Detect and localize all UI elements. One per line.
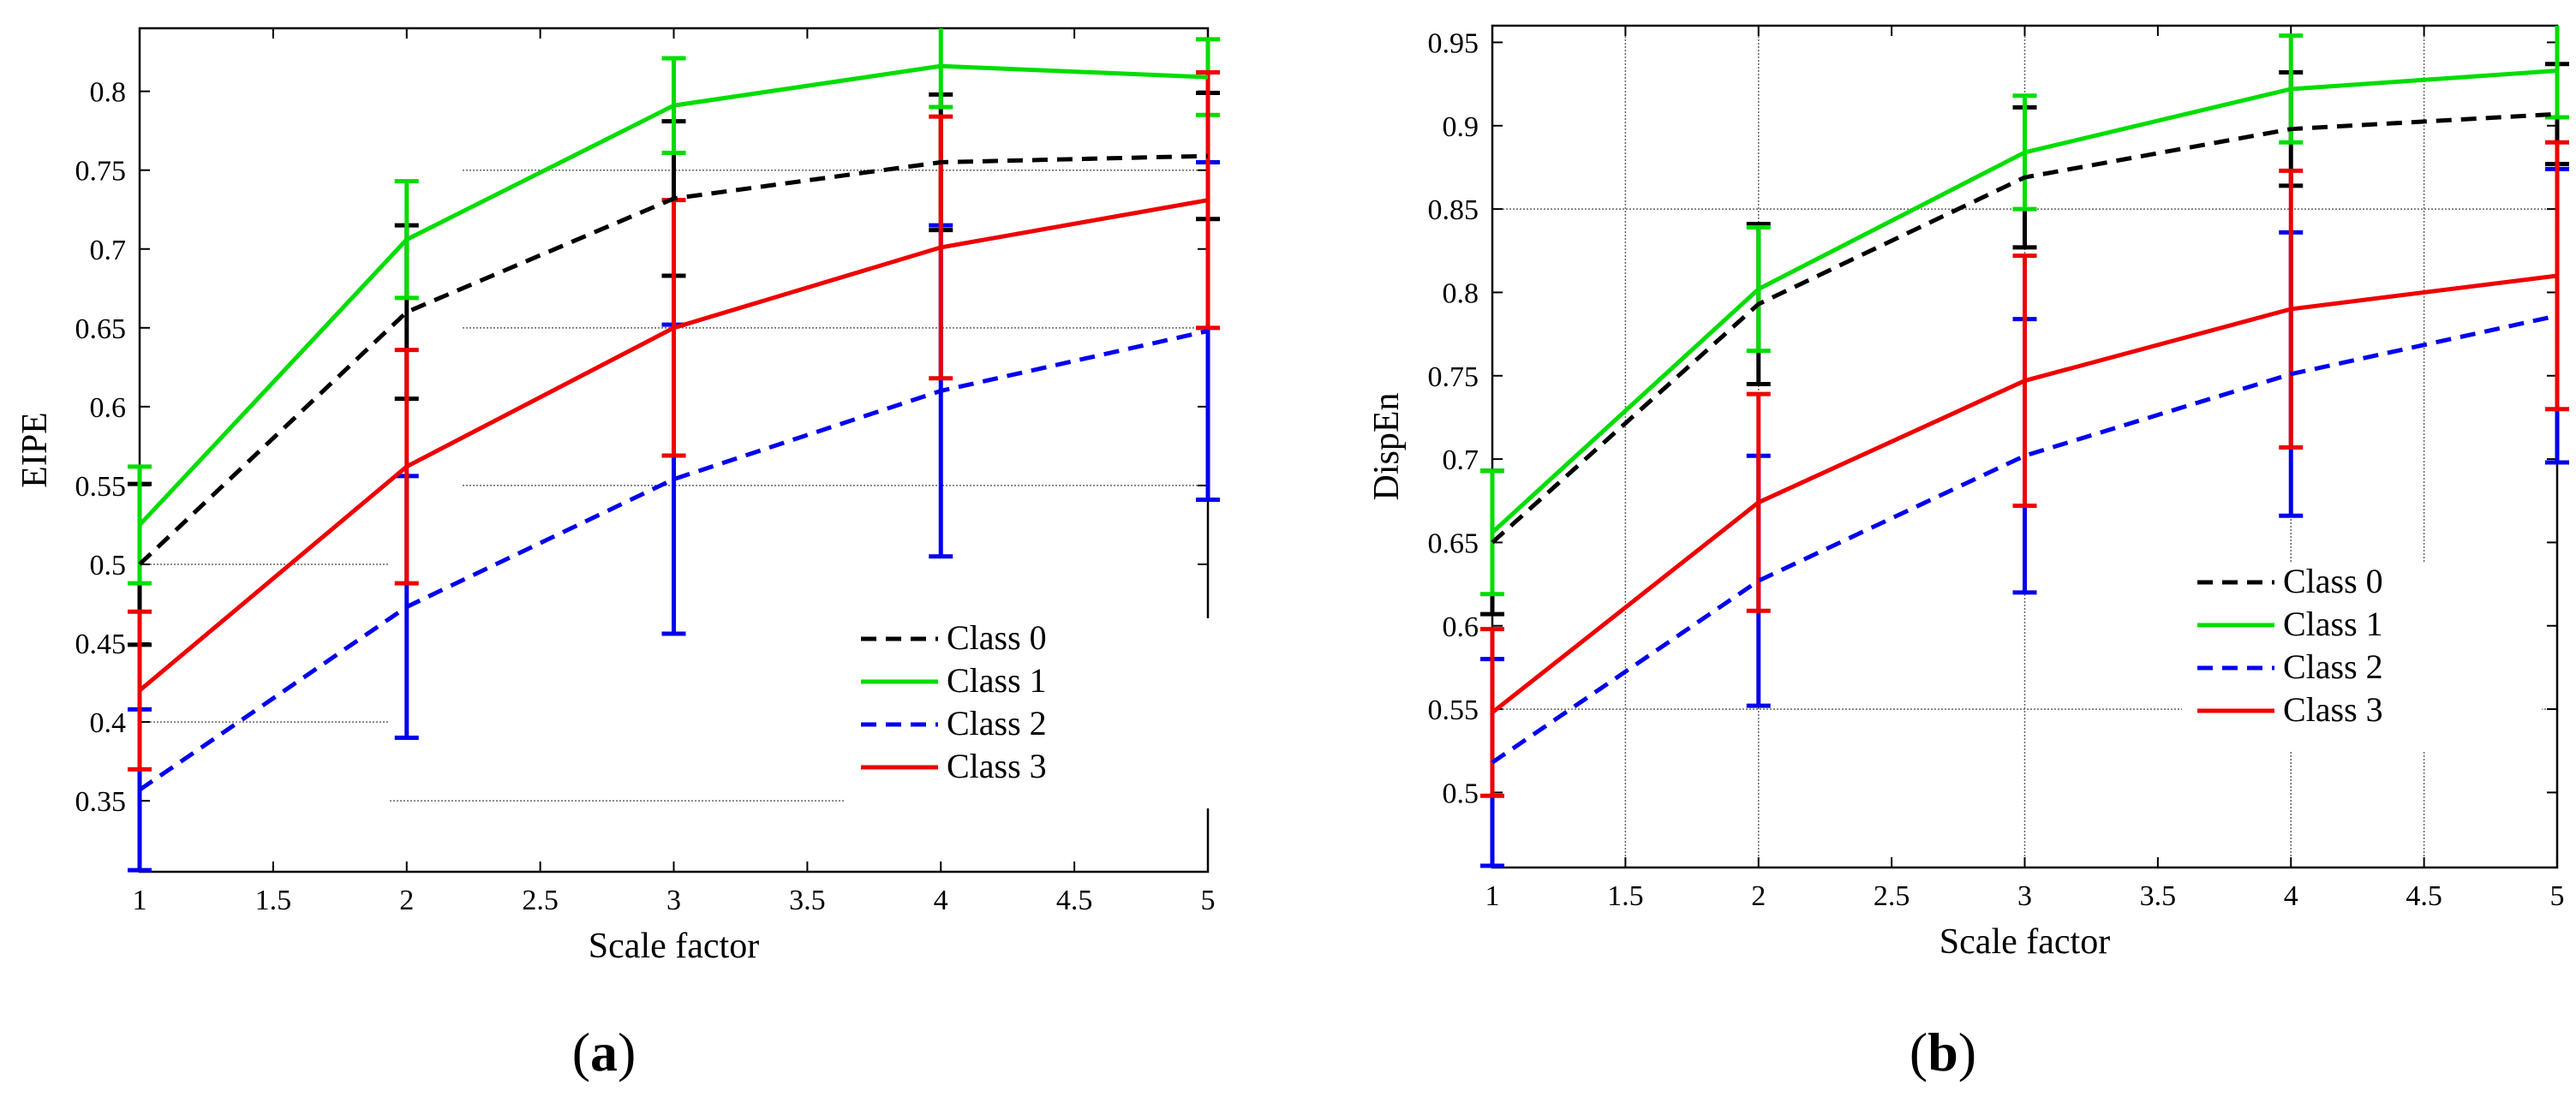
x-tick-label: 2	[399, 885, 414, 916]
panel-label-open: (	[572, 1022, 590, 1082]
panel-label-letter: b	[1928, 1022, 1958, 1082]
x-axis-label: Scale factor	[589, 927, 759, 966]
y-tick-label: 0.6	[90, 392, 127, 424]
x-tick-label: 5	[2550, 880, 2565, 912]
legend-entry-label: Class 0	[947, 618, 1047, 657]
x-tick-label: 1.5	[255, 885, 292, 916]
panel-label-close: )	[1958, 1022, 1976, 1082]
x-tick-label: 2	[1751, 880, 1766, 912]
y-tick-label: 0.85	[1428, 194, 1479, 226]
legend-entry-label: Class 1	[2283, 605, 2383, 643]
y-tick-label: 0.7	[90, 235, 127, 266]
x-tick-label: 1.5	[1607, 880, 1644, 912]
panel-label-close: )	[618, 1022, 636, 1082]
legend-entry-label: Class 2	[2283, 647, 2383, 686]
x-tick-label: 3.5	[2140, 880, 2177, 912]
x-tick-label: 3	[2017, 880, 2032, 912]
legend-entry-label: Class 3	[947, 747, 1047, 785]
y-axis-label: DispEn	[1367, 393, 1407, 501]
panel-label-open: (	[1910, 1022, 1928, 1082]
x-tick-label: 1	[1485, 880, 1500, 912]
panel-label: (b)	[1910, 1022, 1976, 1082]
y-tick-label: 0.5	[1443, 778, 1479, 809]
x-tick-label: 4	[934, 885, 948, 916]
x-tick-label: 5	[1201, 885, 1216, 916]
x-tick-label: 1	[133, 885, 147, 916]
y-tick-label: 0.5	[90, 550, 127, 581]
panel-b-chart: 1 1.5 2 2.5 3 3.5 4 4.5 5 0.5 0.55 0.6 0.65 0.7 0.75 0.…	[1367, 24, 2569, 1082]
x-tick-label: 3.5	[789, 885, 826, 916]
y-tick-label: 0.65	[75, 313, 127, 345]
legend-entry-label: Class 3	[2283, 690, 2383, 729]
y-tick-label: 0.8	[1443, 277, 1479, 309]
y-tick-label: 0.65	[1428, 528, 1479, 559]
panel-a-chart: 1 1.5 2 2.5 3 3.5 4 4.5 5 0.35 0.4 0.45 0.5 0.55 0.6 0.…	[15, 27, 1220, 1082]
x-tick-label: 4.5	[1056, 885, 1093, 916]
y-tick-label: 0.95	[1428, 27, 1479, 59]
panel-label-letter: a	[590, 1022, 618, 1082]
y-tick-label: 0.55	[75, 471, 127, 503]
y-tick-label: 0.6	[1443, 611, 1479, 643]
y-tick-label: 0.45	[75, 629, 127, 660]
y-tick-label: 0.75	[75, 156, 127, 188]
legend-entry-label: Class 0	[2283, 562, 2383, 600]
x-axis-label: Scale factor	[1939, 922, 2110, 962]
legend-entry-label: Class 1	[947, 661, 1047, 700]
x-tick-label: 2.5	[1874, 880, 1910, 912]
y-axis-label: EIPE	[15, 412, 55, 488]
legend-box	[846, 618, 1214, 808]
legend-box	[2182, 562, 2542, 752]
x-tick-label: 2.5	[522, 885, 559, 916]
y-tick-label: 0.35	[75, 786, 127, 818]
x-tick-label: 4.5	[2406, 880, 2442, 912]
x-tick-label: 3	[666, 885, 681, 916]
y-tick-label: 0.7	[1443, 444, 1479, 476]
y-tick-label: 0.55	[1428, 695, 1479, 726]
panel-label: (a)	[572, 1022, 637, 1082]
y-tick-label: 0.4	[90, 707, 127, 739]
y-tick-label: 0.75	[1428, 361, 1479, 393]
legend-entry-label: Class 2	[947, 704, 1047, 742]
y-tick-label: 0.9	[1443, 111, 1479, 143]
x-tick-label: 4	[2284, 880, 2298, 912]
y-tick-label: 0.8	[90, 77, 127, 109]
